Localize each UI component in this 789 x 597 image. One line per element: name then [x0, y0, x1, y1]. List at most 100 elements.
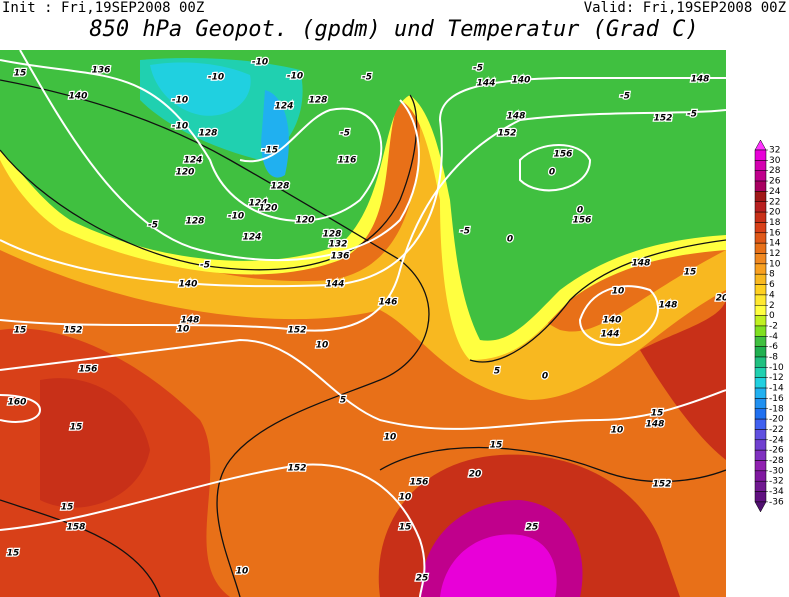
- contour-label: 148: [659, 301, 678, 311]
- contour-label: 156: [573, 216, 592, 226]
- contour-label: 152: [288, 326, 307, 336]
- colorbar-label: 0: [769, 311, 775, 321]
- contour-label: -5: [460, 227, 470, 237]
- colorbar-swatch: [754, 263, 767, 275]
- colorbar-swatch: [754, 191, 767, 202]
- colorbar-swatch: [754, 346, 767, 358]
- contour-label: 15: [684, 268, 697, 278]
- contour-label: 10: [316, 341, 329, 351]
- contour-label: 152: [288, 464, 307, 474]
- contour-label: 124: [275, 102, 294, 112]
- contour-label: -5: [473, 64, 483, 74]
- colorbar-label: 18: [769, 218, 781, 228]
- isotherm: [0, 499, 161, 597]
- contour-label: 120: [296, 216, 315, 226]
- contour-label: 20: [469, 470, 482, 480]
- contour-label: 148: [646, 420, 665, 430]
- contour-label: 144: [601, 330, 620, 340]
- contour-label: 15: [14, 326, 27, 336]
- contour-label: 15: [7, 549, 20, 559]
- colorbar-swatch: [754, 491, 767, 503]
- contour-label: 124: [249, 199, 268, 209]
- colorbar-label: 8: [769, 270, 775, 280]
- contour-label: 156: [79, 365, 98, 375]
- colorbar-label: 24: [769, 187, 781, 197]
- contour-label: 0: [549, 168, 555, 178]
- colorbar-swatch: [754, 439, 767, 451]
- contour-label: -10: [228, 212, 244, 222]
- contour-label: -10: [172, 122, 188, 132]
- contour-label: -5: [362, 73, 372, 83]
- colorbar-label: -24: [769, 435, 784, 445]
- colorbar-label: 10: [769, 259, 781, 269]
- height-contour: [519, 144, 592, 192]
- colorbar-swatch: [754, 408, 767, 420]
- contour-label: 152: [654, 114, 673, 124]
- contour-label: -10: [172, 96, 188, 106]
- colorbar-swatch: [754, 367, 767, 378]
- height-contour: [19, 50, 420, 261]
- isotherm: [379, 446, 726, 483]
- contour-label: 148: [181, 316, 200, 326]
- colorbar-label: 12: [769, 249, 780, 259]
- height-contour: [0, 109, 726, 332]
- contour-label: 0: [507, 235, 513, 245]
- colorbar-swatch: [754, 480, 767, 492]
- colorbar-label: 2: [769, 301, 775, 311]
- contour-label: 15: [61, 503, 74, 513]
- contour-label: 156: [410, 478, 429, 488]
- colorbar-label: -18: [769, 404, 784, 414]
- colorbar-label: 26: [769, 177, 781, 187]
- contour-label: 144: [326, 280, 345, 290]
- colorbar-swatch: [754, 273, 767, 285]
- contour-label: 10: [399, 493, 412, 503]
- contour-label: 0: [542, 372, 548, 382]
- init-time: Init : Fri,19SEP2008 00Z: [2, 0, 204, 16]
- contour-label: 128: [323, 230, 342, 240]
- contour-label: 144: [477, 79, 496, 89]
- colorbar-label: -6: [769, 342, 778, 352]
- colorbar-swatch: [754, 242, 767, 254]
- contour-label: 10: [236, 567, 249, 577]
- colorbar-label: -32: [769, 477, 784, 487]
- colorbar-swatch: [754, 418, 767, 430]
- contour-label: 152: [64, 326, 83, 336]
- contour-label: 15: [399, 523, 412, 533]
- contour-label: -10: [287, 72, 303, 82]
- height-contour: [0, 59, 383, 222]
- contour-label: -15: [262, 146, 278, 156]
- east-warm: [640, 300, 726, 460]
- contour-label: 160: [8, 398, 27, 408]
- contour-label: 10: [612, 287, 625, 297]
- contour-label: -5: [200, 261, 210, 271]
- colorbar-label: 28: [769, 166, 781, 176]
- contour-label: -5: [148, 221, 158, 231]
- colorbar-swatch: [754, 160, 767, 171]
- colorbar-label: -12: [769, 373, 784, 383]
- colorbar-swatch: [754, 201, 767, 213]
- contour-label: 140: [179, 280, 198, 290]
- contour-label: 124: [243, 233, 262, 243]
- africa-hottest: [440, 534, 557, 597]
- contour-label: 25: [526, 523, 539, 533]
- contour-label: 140: [512, 76, 531, 86]
- colorbar-label: 16: [769, 228, 781, 238]
- colorbar-swatch: [754, 336, 767, 347]
- colorbar-swatch: [754, 305, 767, 316]
- colorbar-label: 32: [769, 146, 780, 156]
- colorbar-label: 22: [769, 197, 780, 207]
- contour-label: 128: [271, 182, 290, 192]
- colorbar-label: -10: [769, 363, 784, 373]
- contour-label: -10: [252, 58, 268, 68]
- contour-label: 128: [199, 129, 218, 139]
- colorbar-swatch: [754, 180, 767, 192]
- contour-label: 152: [498, 129, 517, 139]
- colorbar-label: -8: [769, 353, 778, 363]
- contour-label: 158: [67, 523, 86, 533]
- contour-label: 15: [14, 69, 27, 79]
- contour-label: 136: [331, 252, 350, 262]
- colorbar-label: -36: [769, 497, 784, 507]
